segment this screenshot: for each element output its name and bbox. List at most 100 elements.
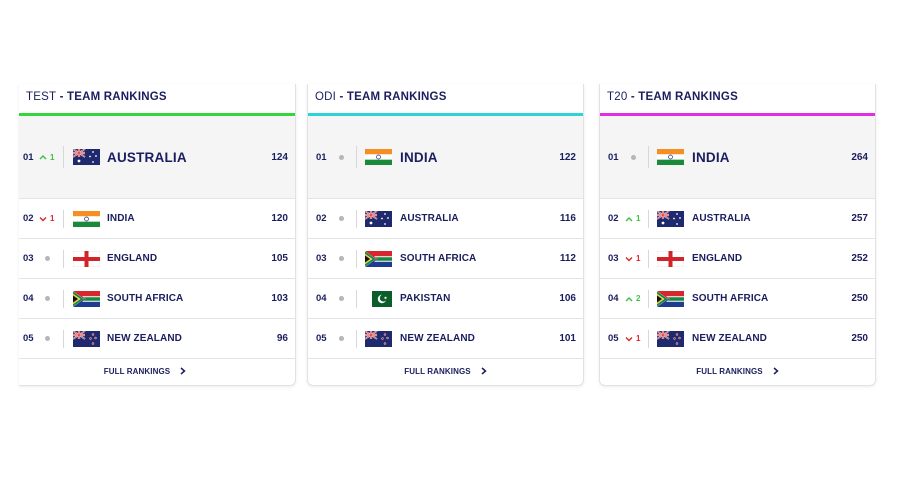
team-rating: 96 (276, 333, 288, 344)
team-name[interactable]: AUSTRALIA (400, 213, 459, 224)
divider (356, 289, 357, 308)
rank-down-icon: 1 (625, 334, 640, 343)
team-rating: 112 (559, 253, 576, 264)
team-name[interactable]: SOUTH AFRICA (692, 293, 769, 304)
team-rating: 120 (271, 213, 288, 224)
divider (356, 209, 357, 228)
rank-movement-indicator (39, 333, 59, 345)
divider (356, 249, 357, 268)
full-rankings-label[interactable]: FULL RANKINGS (696, 367, 763, 376)
divider (63, 289, 64, 308)
team-rating: 124 (271, 151, 288, 163)
india-flag-icon (73, 210, 100, 227)
t20-rankings-panel: T20 - TEAM RANKINGS 01 INDIA 264 02 1 AU… (599, 84, 876, 386)
rank-movement-indicator (333, 333, 353, 345)
australia-flag-icon (365, 210, 392, 227)
rank-up-icon: 1 (39, 153, 54, 162)
rank-movement-indicator: 1 (625, 213, 645, 225)
rank-position: 04 (316, 293, 327, 304)
full-rankings-label[interactable]: FULL RANKINGS (404, 367, 471, 376)
ranking-row[interactable]: 04 SOUTH AFRICA 103 (19, 279, 295, 319)
rank-movement-indicator (333, 253, 353, 265)
team-name[interactable]: ENGLAND (692, 253, 743, 264)
rank-position: 04 (608, 293, 619, 304)
ranking-row[interactable]: 05 NEW ZEALAND 101 (308, 319, 583, 359)
rank-change: 2 (636, 294, 641, 303)
team-rating: 122 (559, 151, 576, 163)
rank-unchanged-icon (45, 296, 50, 301)
rank-change: 1 (636, 254, 641, 263)
team-rating: 105 (271, 253, 288, 264)
rank-position: 05 (316, 333, 327, 344)
divider (648, 289, 649, 308)
rank-change: 1 (636, 214, 641, 223)
new-zealand-flag-icon (73, 330, 100, 347)
team-name[interactable]: ENGLAND (107, 253, 158, 264)
new-zealand-flag-icon (657, 330, 684, 347)
rank-unchanged-icon (631, 154, 636, 160)
rank-position: 03 (608, 253, 619, 264)
team-name[interactable]: NEW ZEALAND (400, 333, 475, 344)
ranking-row[interactable]: 03 ENGLAND 105 (19, 239, 295, 279)
team-rating: 250 (851, 293, 868, 304)
chevron-right-icon (481, 367, 487, 377)
ranking-row[interactable]: 02 1 INDIA 120 (19, 199, 295, 239)
full-rankings-link[interactable]: FULL RANKINGS (600, 367, 875, 377)
divider (356, 146, 357, 168)
rank-position: 04 (23, 293, 34, 304)
team-name[interactable]: INDIA (400, 149, 438, 165)
rank-position: 03 (316, 253, 327, 264)
team-rating: 101 (559, 333, 576, 344)
rank-position: 01 (608, 151, 619, 163)
rank-position: 02 (23, 213, 34, 224)
team-rating: 264 (851, 151, 868, 163)
india-flag-icon (657, 149, 684, 165)
rank-unchanged-icon (45, 256, 50, 261)
rank-position: 03 (23, 253, 34, 264)
rank-unchanged-icon (339, 154, 344, 160)
team-name[interactable]: INDIA (692, 149, 730, 165)
rank-unchanged-icon (339, 216, 344, 221)
divider (648, 249, 649, 268)
rank-movement-indicator: 1 (625, 333, 645, 345)
team-name[interactable]: SOUTH AFRICA (400, 253, 477, 264)
rank-movement-indicator (625, 151, 645, 163)
ranking-row[interactable]: 04 PAKISTAN 106 (308, 279, 583, 319)
team-name[interactable]: NEW ZEALAND (692, 333, 767, 344)
panel-title: ODI - TEAM RANKINGS (315, 91, 447, 103)
rank-position: 02 (316, 213, 327, 224)
panel-title: T20 - TEAM RANKINGS (607, 91, 738, 103)
ranking-row[interactable]: 04 2 SOUTH AFRICA 250 (600, 279, 875, 319)
ranking-row[interactable]: 02 1 AUSTRALIA 257 (600, 199, 875, 239)
team-name[interactable]: INDIA (107, 213, 135, 224)
divider (63, 249, 64, 268)
ranking-row[interactable]: 05 1 NEW ZEALAND 250 (600, 319, 875, 359)
rank-position: 02 (608, 213, 619, 224)
ranking-row[interactable]: 01 INDIA 122 (308, 116, 583, 199)
rank-unchanged-icon (339, 336, 344, 341)
team-name[interactable]: NEW ZEALAND (107, 333, 182, 344)
full-rankings-link[interactable]: FULL RANKINGS (308, 367, 583, 377)
odi-rankings-panel: ODI - TEAM RANKINGS 01 INDIA 122 02 AUST… (307, 84, 584, 386)
ranking-row[interactable]: 01 1 AUSTRALIA 124 (19, 116, 295, 199)
full-rankings-label[interactable]: FULL RANKINGS (103, 367, 171, 376)
rank-movement-indicator: 1 (39, 213, 59, 225)
accent-bar (308, 113, 583, 116)
ranking-row[interactable]: 03 1 ENGLAND 252 (600, 239, 875, 279)
team-rating: 116 (559, 213, 576, 224)
rank-position: 01 (23, 151, 34, 163)
team-name[interactable]: AUSTRALIA (107, 149, 187, 165)
team-name[interactable]: PAKISTAN (400, 293, 451, 304)
ranking-row[interactable]: 03 SOUTH AFRICA 112 (308, 239, 583, 279)
chevron-right-icon (773, 367, 779, 377)
rank-movement-indicator (333, 213, 353, 225)
rank-movement-indicator (333, 151, 353, 163)
rank-movement-indicator (39, 253, 59, 265)
team-name[interactable]: AUSTRALIA (692, 213, 751, 224)
full-rankings-link[interactable]: FULL RANKINGS (7, 367, 283, 377)
ranking-row[interactable]: 01 INDIA 264 (600, 116, 875, 199)
team-name[interactable]: SOUTH AFRICA (107, 293, 184, 304)
ranking-row[interactable]: 02 AUSTRALIA 116 (308, 199, 583, 239)
panel-title: TEST - TEAM RANKINGS (26, 91, 167, 103)
ranking-row[interactable]: 05 NEW ZEALAND 96 (19, 319, 295, 359)
